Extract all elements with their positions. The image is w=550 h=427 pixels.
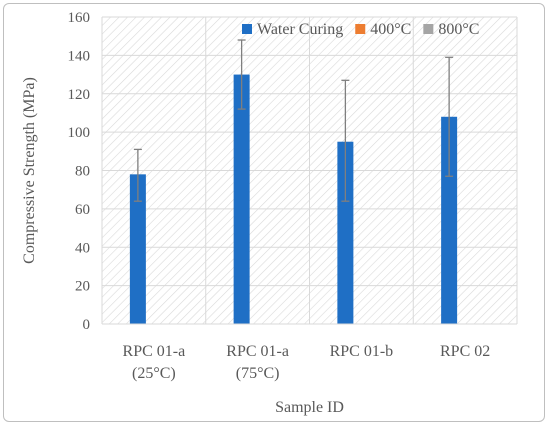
x-tick-label: RPC 01-b (330, 343, 394, 360)
bar (233, 74, 250, 324)
legend-label: 400°C (370, 21, 411, 38)
y-axis-title: Compressive Strength (MPa) (21, 77, 38, 264)
x-axis-title: Sample ID (275, 399, 344, 416)
y-tick-label: 160 (68, 10, 91, 26)
y-tick-label: 140 (68, 48, 91, 64)
error-bars (133, 39, 454, 202)
x-tick-label: RPC 02 (440, 343, 490, 360)
legend-label: 800°C (438, 21, 479, 38)
x-tick-label: RPC 01-a (75°C) (226, 343, 289, 382)
legend: Water Curing 400°C 800°C (242, 21, 479, 38)
y-tick-label: 80 (75, 164, 90, 180)
bars (129, 74, 458, 325)
y-tick-label: 20 (75, 279, 90, 295)
y-tick-label: 0 (83, 317, 91, 333)
y-tick-label: 60 (75, 202, 90, 218)
legend-label: Water Curing (257, 21, 343, 38)
legend-swatch (423, 24, 434, 34)
x-tick-label: RPC 01-a (25°C) (123, 343, 186, 382)
bar (441, 116, 458, 325)
y-tick-label: 100 (68, 125, 91, 141)
y-tick-label: 40 (75, 240, 90, 256)
legend-swatch (355, 24, 366, 34)
bar (337, 141, 354, 324)
y-tick-label: 120 (68, 87, 91, 103)
bar (129, 174, 146, 324)
axes: 0 20 40 60 80 100 120 140 160 RPC 01-a (25°C) RPC 0… (68, 10, 517, 382)
legend-swatch (242, 24, 252, 34)
